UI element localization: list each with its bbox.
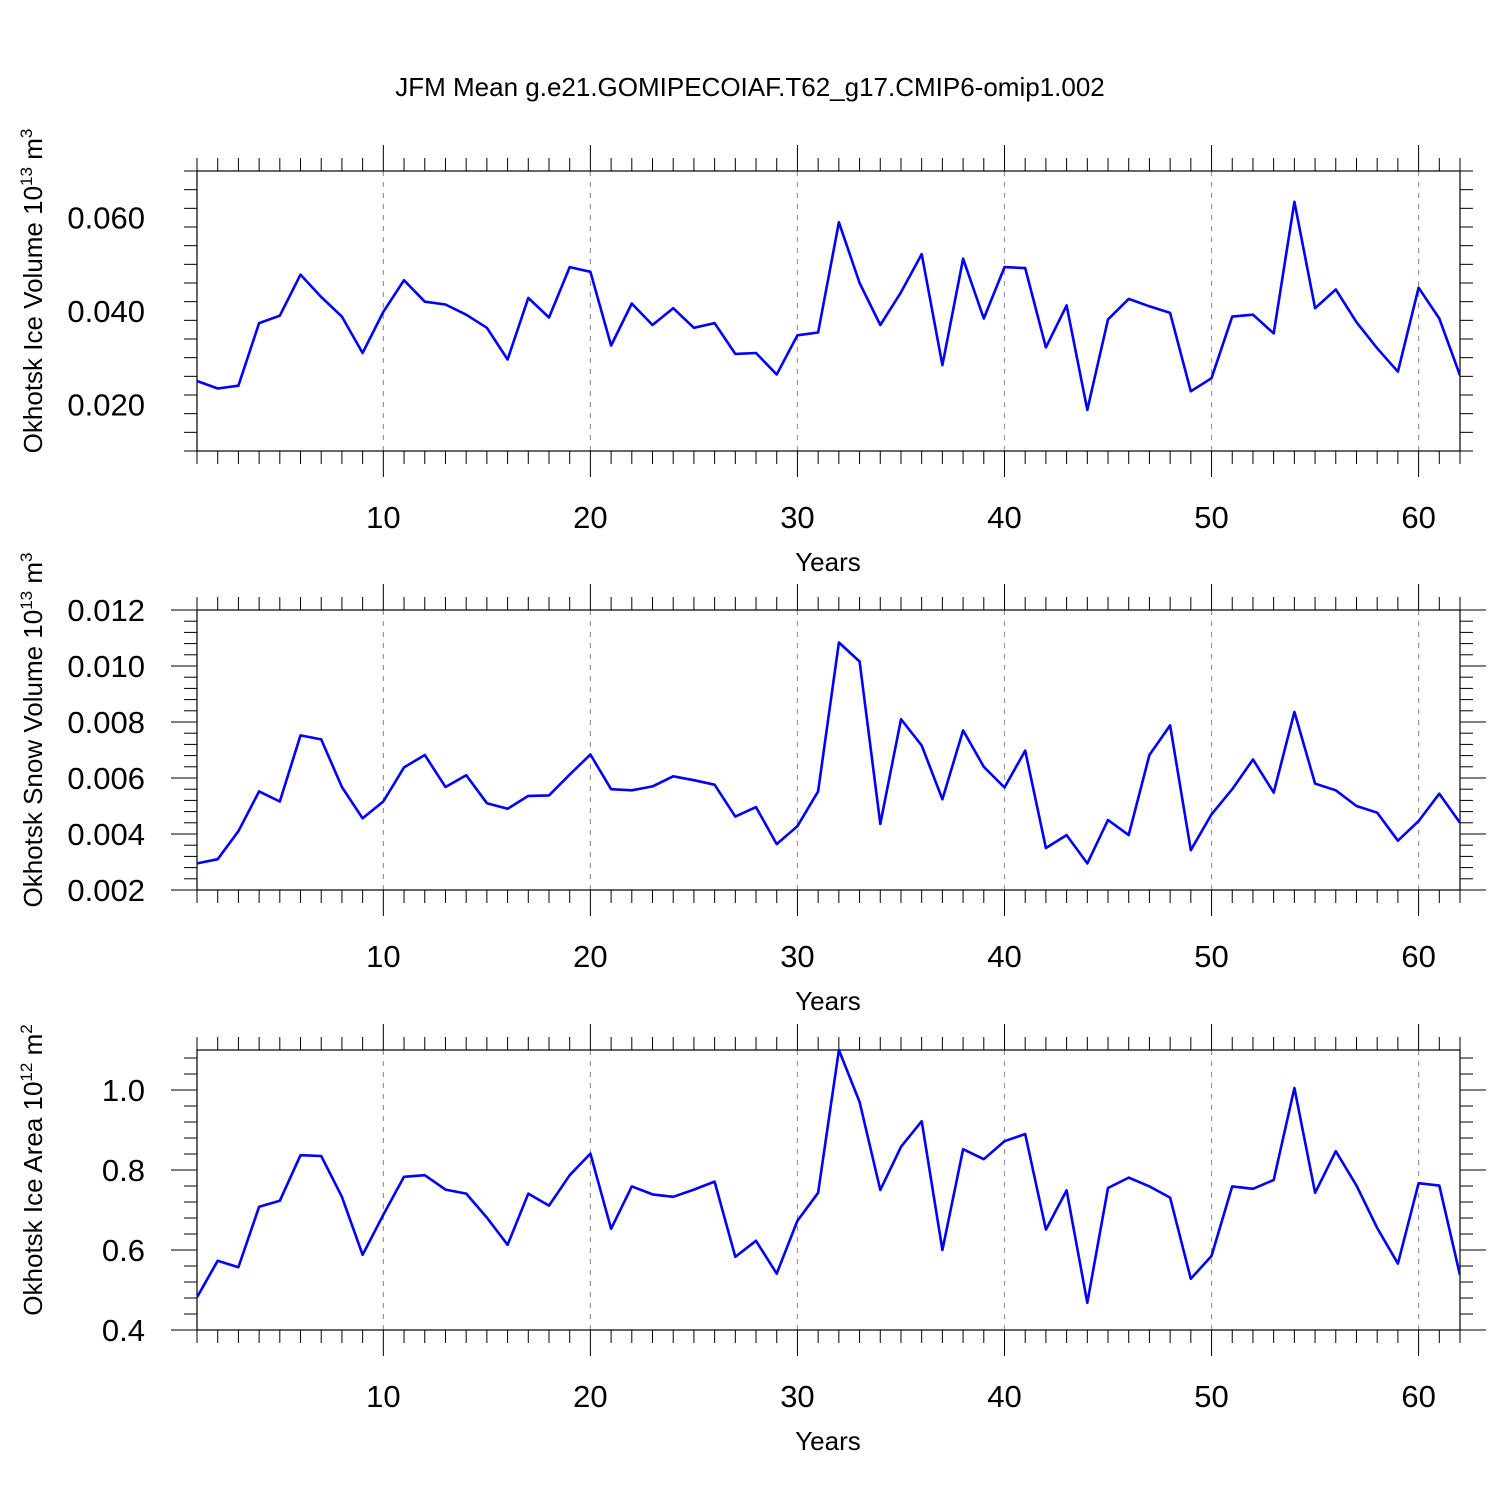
y-tick-label: 0.060 xyxy=(67,201,145,236)
x-tick-label: 30 xyxy=(780,500,814,535)
y-tick-label: 0.020 xyxy=(67,387,145,422)
x-tick-label: 10 xyxy=(366,1379,400,1414)
x-tick-label: 40 xyxy=(987,1379,1021,1414)
x-tick-label: 30 xyxy=(780,939,814,974)
panel-ice-volume: 0.020 0.040 0.060 10 20 30 40 50 60 Years Okhotsk … xyxy=(17,129,1473,577)
plot-frame xyxy=(196,609,1461,891)
x-tick-label: 10 xyxy=(366,939,400,974)
plot-frame xyxy=(196,170,1461,452)
y-tick-label: 0.6 xyxy=(102,1233,145,1268)
series-line xyxy=(197,200,1460,412)
x-tick-label: 50 xyxy=(1194,500,1228,535)
plot-frame xyxy=(196,1049,1461,1331)
panel-ice-area: 0.4 0.6 0.8 1.0 10 20 30 40 50 60 Years Okhotsk Ice… xyxy=(17,1024,1486,1456)
y-tick-label: 0.008 xyxy=(67,705,145,740)
y-tick-label: 0.004 xyxy=(67,817,145,852)
y-axis-label: Okhotsk Ice Volume 1013 m3 xyxy=(17,129,48,454)
y-tick-label: 0.8 xyxy=(102,1153,145,1188)
x-tick-label: 60 xyxy=(1401,1379,1435,1414)
x-tick-label: 30 xyxy=(780,1379,814,1414)
y-axis-label: Okhotsk Snow Volume 1013 m3 xyxy=(17,553,48,908)
panel-snow-volume: 0.002 0.004 0.006 0.008 0.010 0.012 10 20 30 40 50… xyxy=(17,553,1486,1016)
x-axis-label: Years xyxy=(795,1426,861,1456)
x-tick-label: 20 xyxy=(573,500,607,535)
y-tick-label: 0.040 xyxy=(67,294,145,329)
y-tick-label: 0.002 xyxy=(67,873,145,908)
series-line xyxy=(197,1048,1460,1305)
y-tick-label: 0.006 xyxy=(67,761,145,796)
y-tick-label: 0.010 xyxy=(67,649,145,684)
y-tick-label: 0.4 xyxy=(102,1313,145,1348)
x-axis-label: Years xyxy=(795,986,861,1016)
x-tick-label: 50 xyxy=(1194,1379,1228,1414)
x-tick-label: 50 xyxy=(1194,939,1228,974)
x-tick-label: 10 xyxy=(366,500,400,535)
x-tick-label: 60 xyxy=(1401,939,1435,974)
x-tick-label: 20 xyxy=(573,1379,607,1414)
y-tick-label: 0.012 xyxy=(67,593,145,628)
x-tick-label: 20 xyxy=(573,939,607,974)
figure-title: JFM Mean g.e21.GOMIPECOIAF.T62_g17.CMIP6… xyxy=(395,72,1105,102)
x-axis-label: Years xyxy=(795,547,861,577)
x-tick-label: 40 xyxy=(987,939,1021,974)
x-tick-label: 60 xyxy=(1401,500,1435,535)
y-axis-label: Okhotsk Ice Area 1012 m2 xyxy=(17,1024,48,1315)
series-line xyxy=(197,641,1460,865)
y-tick-label: 1.0 xyxy=(102,1073,145,1108)
x-tick-label: 40 xyxy=(987,500,1021,535)
